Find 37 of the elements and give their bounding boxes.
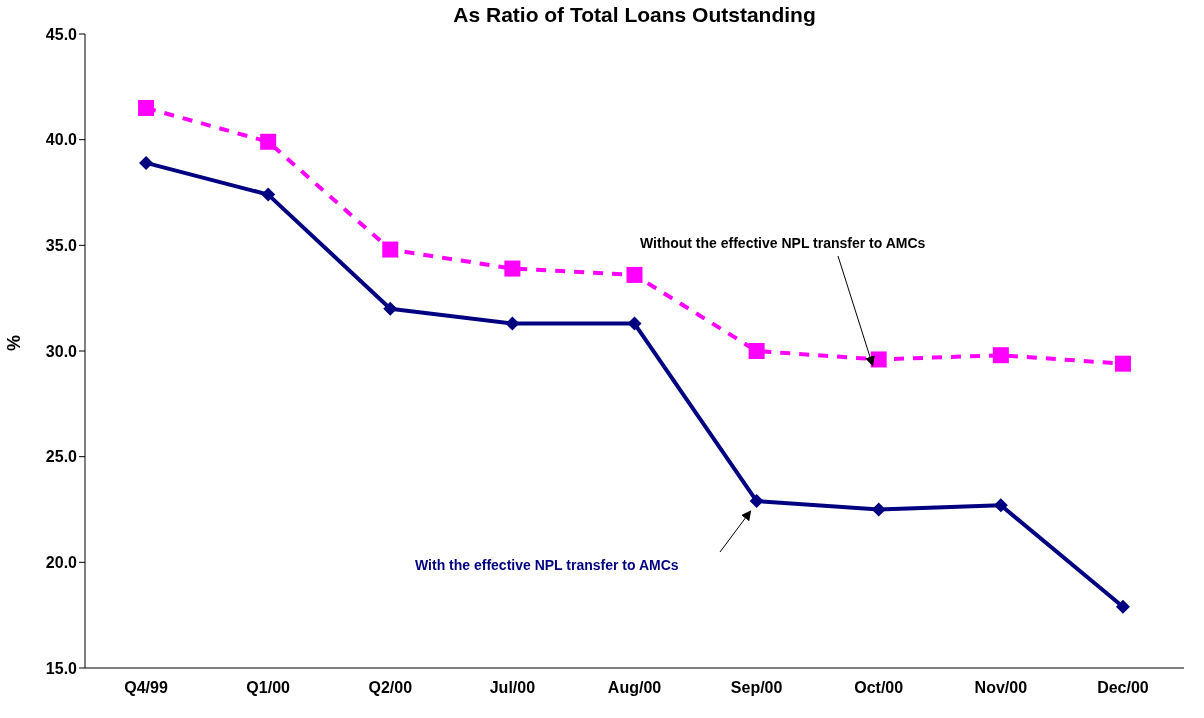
point <box>260 133 277 150</box>
x-tick-label: Sep/00 <box>730 679 783 697</box>
x-tick-label: Jul/00 <box>489 679 536 697</box>
x-tick-label: Nov/00 <box>974 679 1028 697</box>
point <box>871 502 886 517</box>
y-tick-label: 35.0 <box>45 237 78 255</box>
text: With the effective NPL transfer to AMCs <box>415 557 679 573</box>
point <box>626 266 643 283</box>
y-tick-label: 45.0 <box>45 25 78 43</box>
point <box>1114 355 1131 372</box>
y-tick-label: 30.0 <box>45 342 78 360</box>
x-tick-label: Q1/00 <box>246 679 291 697</box>
x-tick-label: Oct/00 <box>854 679 904 697</box>
point <box>261 187 276 202</box>
point <box>382 241 399 258</box>
x-tick-label: Q2/00 <box>368 679 413 697</box>
point <box>138 99 155 116</box>
chart-title: As Ratio of Total Loans Outstanding <box>453 3 816 26</box>
point <box>992 347 1009 364</box>
point <box>627 316 642 331</box>
y-tick-label: 15.0 <box>45 659 78 677</box>
point <box>1115 599 1130 614</box>
point <box>504 260 521 277</box>
point <box>505 316 520 331</box>
point <box>139 155 154 170</box>
x-tick-label: Q4/99 <box>124 679 168 697</box>
series-label: Without the effective NPL transfer to AMCs <box>640 235 926 251</box>
point <box>748 343 765 359</box>
y-tick-label: 25.0 <box>45 448 78 466</box>
y-tick-label: 40.0 <box>45 131 78 149</box>
point <box>749 494 764 509</box>
point <box>993 498 1008 513</box>
y-tick-label: 20.0 <box>45 554 78 572</box>
y-axis-title: % <box>4 334 25 351</box>
x-tick-label: Aug/00 <box>607 679 662 697</box>
x-tick-label: Dec/00 <box>1097 679 1149 697</box>
point <box>383 301 398 316</box>
